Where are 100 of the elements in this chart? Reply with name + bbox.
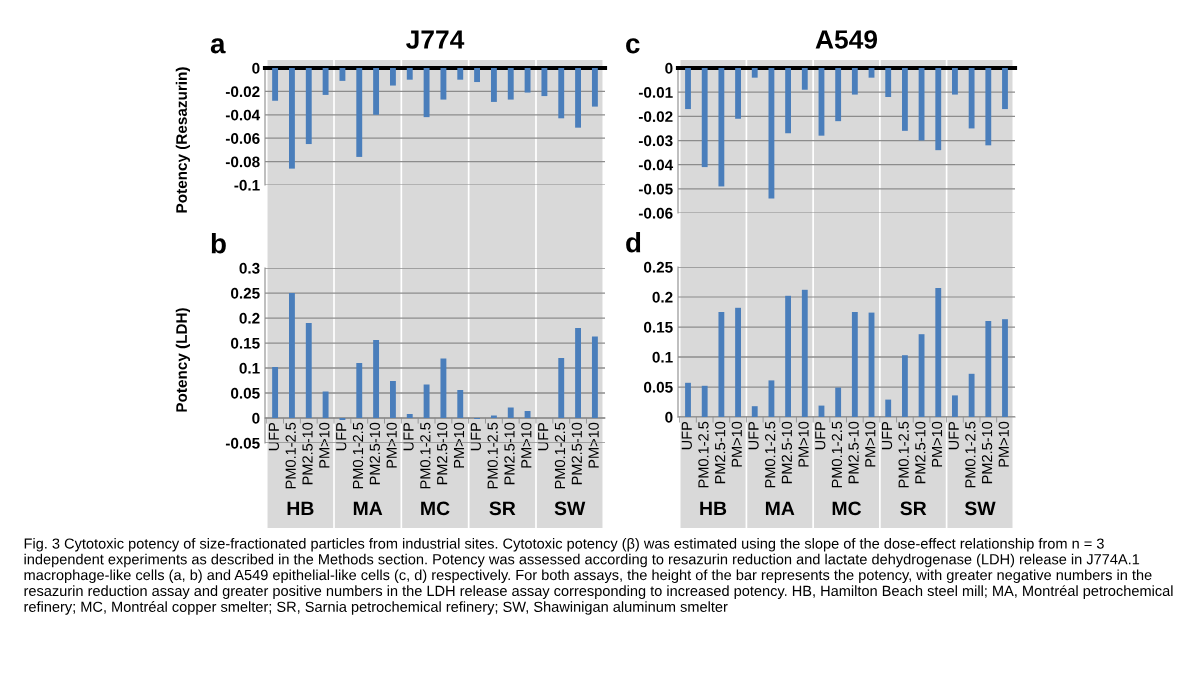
bar xyxy=(423,384,430,418)
text: d xyxy=(626,232,641,253)
x-tick-label: PM0.1-2.5 xyxy=(420,422,431,489)
bar xyxy=(1002,319,1008,417)
x-tick-label: UFP xyxy=(538,422,549,451)
y-tick-label: -0.01 xyxy=(638,87,673,98)
x-tick-label: PM2.5-10 xyxy=(915,421,926,484)
bar xyxy=(735,307,741,417)
text: MC xyxy=(832,501,862,516)
x-tick-label: PM2.5-10 xyxy=(848,421,859,484)
x-tick-label: PM>10 xyxy=(521,422,532,468)
x-tick-label: PM>10 xyxy=(731,421,742,467)
bar xyxy=(406,414,413,418)
bar xyxy=(507,407,514,418)
y-tick-label: 0.15 xyxy=(231,337,260,349)
x-tick-label: UFP xyxy=(748,421,759,450)
bar xyxy=(901,355,908,417)
y-tick-label: -0.05 xyxy=(638,183,673,195)
y-tick-label: 0.15 xyxy=(644,321,673,333)
bar xyxy=(985,321,992,417)
bar xyxy=(718,312,725,417)
bar xyxy=(322,391,329,418)
x-tick-label: UFP xyxy=(268,422,280,451)
y-tick-label: -0.02 xyxy=(225,86,260,98)
y-tick-label: -0.04 xyxy=(225,109,261,121)
x-tick-label: UFP xyxy=(470,422,481,451)
y-tick-label: -0.04 xyxy=(638,159,674,171)
y-tick-label: -0.02 xyxy=(638,111,673,123)
bar xyxy=(389,381,396,418)
bar xyxy=(591,336,598,418)
bar xyxy=(885,399,892,417)
bar xyxy=(373,340,380,418)
text: MC xyxy=(421,501,450,516)
bar xyxy=(524,411,531,418)
x-tick-label: PM2.5-10 xyxy=(504,422,515,485)
x-tick-label: PM>10 xyxy=(931,421,943,467)
y-tick-label: 0 xyxy=(665,411,673,423)
bar xyxy=(575,328,582,418)
bar xyxy=(272,367,279,418)
bar xyxy=(968,373,975,417)
y-axis-title: Potency (LDH) xyxy=(175,308,190,412)
y-tick-label: 0.2 xyxy=(239,312,260,324)
text: c xyxy=(626,38,640,54)
chart-title: A549 xyxy=(815,30,878,49)
bar xyxy=(305,323,312,418)
x-tick-label: PM0.1-2.5 xyxy=(898,421,909,488)
y-tick-label: -0.06 xyxy=(638,207,673,219)
bar xyxy=(558,358,565,418)
bar xyxy=(751,406,758,417)
y-tick-label: -0.08 xyxy=(225,156,260,168)
y-axis-title: Potency (Resazurin) xyxy=(175,67,190,213)
bar xyxy=(288,293,295,418)
x-tick-label: PM2.5-10 xyxy=(571,422,582,485)
x-tick-label: PM>10 xyxy=(588,422,599,468)
bar xyxy=(851,312,858,417)
x-tick-label: PM>10 xyxy=(386,422,397,468)
x-tick-label: PM0.1-2.5 xyxy=(698,421,709,488)
bar xyxy=(356,363,363,418)
caption: Fig. 3 Cytotoxic potency of size-fractionated particles from industrial sites. Cytotoxic potency (β) was estimated using the slope of the dose-effect relationship from n = 3 independent experiments as described in the Methods section. Potency was assessed according to resazurin reduction and lactate dehydrogenase (LDH) release in J774A.1 macrophage-like cells (a, b) and A549 epithelial-like cells (c, d) respectively. For both assays, the height of the bar represents the potency, with greater negative numbers in the resazurin reduction assay and greater positive numbers in the LDH release assay corresponding to increased potency. HB, Hamilton Beach steel mill; MA, Montréal petrochemical refinery; MC, Montréal copper smelter; SR, Sarnia petrochemical refinery; SW, Shawinigan aluminum smelter xyxy=(24,538,1173,615)
text: SW xyxy=(554,501,586,516)
bar xyxy=(952,395,958,417)
bar xyxy=(701,385,708,417)
text: a xyxy=(210,38,226,54)
y-tick-label: 0.1 xyxy=(652,351,673,363)
x-tick-label: PM2.5-10 xyxy=(981,421,993,484)
bar xyxy=(835,387,842,417)
bar xyxy=(457,390,464,418)
bar xyxy=(440,358,447,418)
bar xyxy=(801,289,808,417)
text: MA xyxy=(353,501,383,516)
x-tick-label: UFP xyxy=(681,421,692,450)
y-tick-label: -0.1 xyxy=(234,179,260,191)
y-tick-label: 0.25 xyxy=(231,287,260,299)
text: SR xyxy=(489,501,516,516)
y-tick-label: -0.03 xyxy=(638,135,673,147)
y-tick-label: 0.05 xyxy=(644,381,673,393)
x-tick-label: UFP xyxy=(881,421,893,450)
x-tick-label: PM0.1-2.5 xyxy=(487,422,498,489)
x-tick-label: UFP xyxy=(403,422,414,451)
bar xyxy=(935,288,942,417)
y-tick-label: -0.06 xyxy=(225,133,260,144)
y-tick-label: 0.25 xyxy=(644,261,673,273)
x-tick-label: PM2.5-10 xyxy=(781,421,793,484)
y-tick-label: 0 xyxy=(665,62,673,74)
y-tick-label: 0.1 xyxy=(239,362,260,374)
chart-title: J774 xyxy=(406,30,465,49)
bar xyxy=(685,382,691,417)
x-tick-label: PM2.5-10 xyxy=(369,422,380,485)
x-tick-label: PM0.1-2.5 xyxy=(554,422,566,489)
y-tick-label: 0.05 xyxy=(231,387,260,399)
x-tick-label: PM>10 xyxy=(798,421,809,467)
x-tick-label: PM0.1-2.5 xyxy=(285,422,296,489)
x-tick-label: PM0.1-2.5 xyxy=(965,421,976,488)
x-tick-label: PM0.1-2.5 xyxy=(352,422,364,489)
text: HB xyxy=(287,501,314,516)
x-tick-label: PM>10 xyxy=(319,422,330,468)
x-tick-label: UFP xyxy=(336,422,347,451)
bar xyxy=(785,295,792,417)
x-tick-label: PM>10 xyxy=(453,422,465,468)
x-tick-label: PM2.5-10 xyxy=(437,422,448,485)
